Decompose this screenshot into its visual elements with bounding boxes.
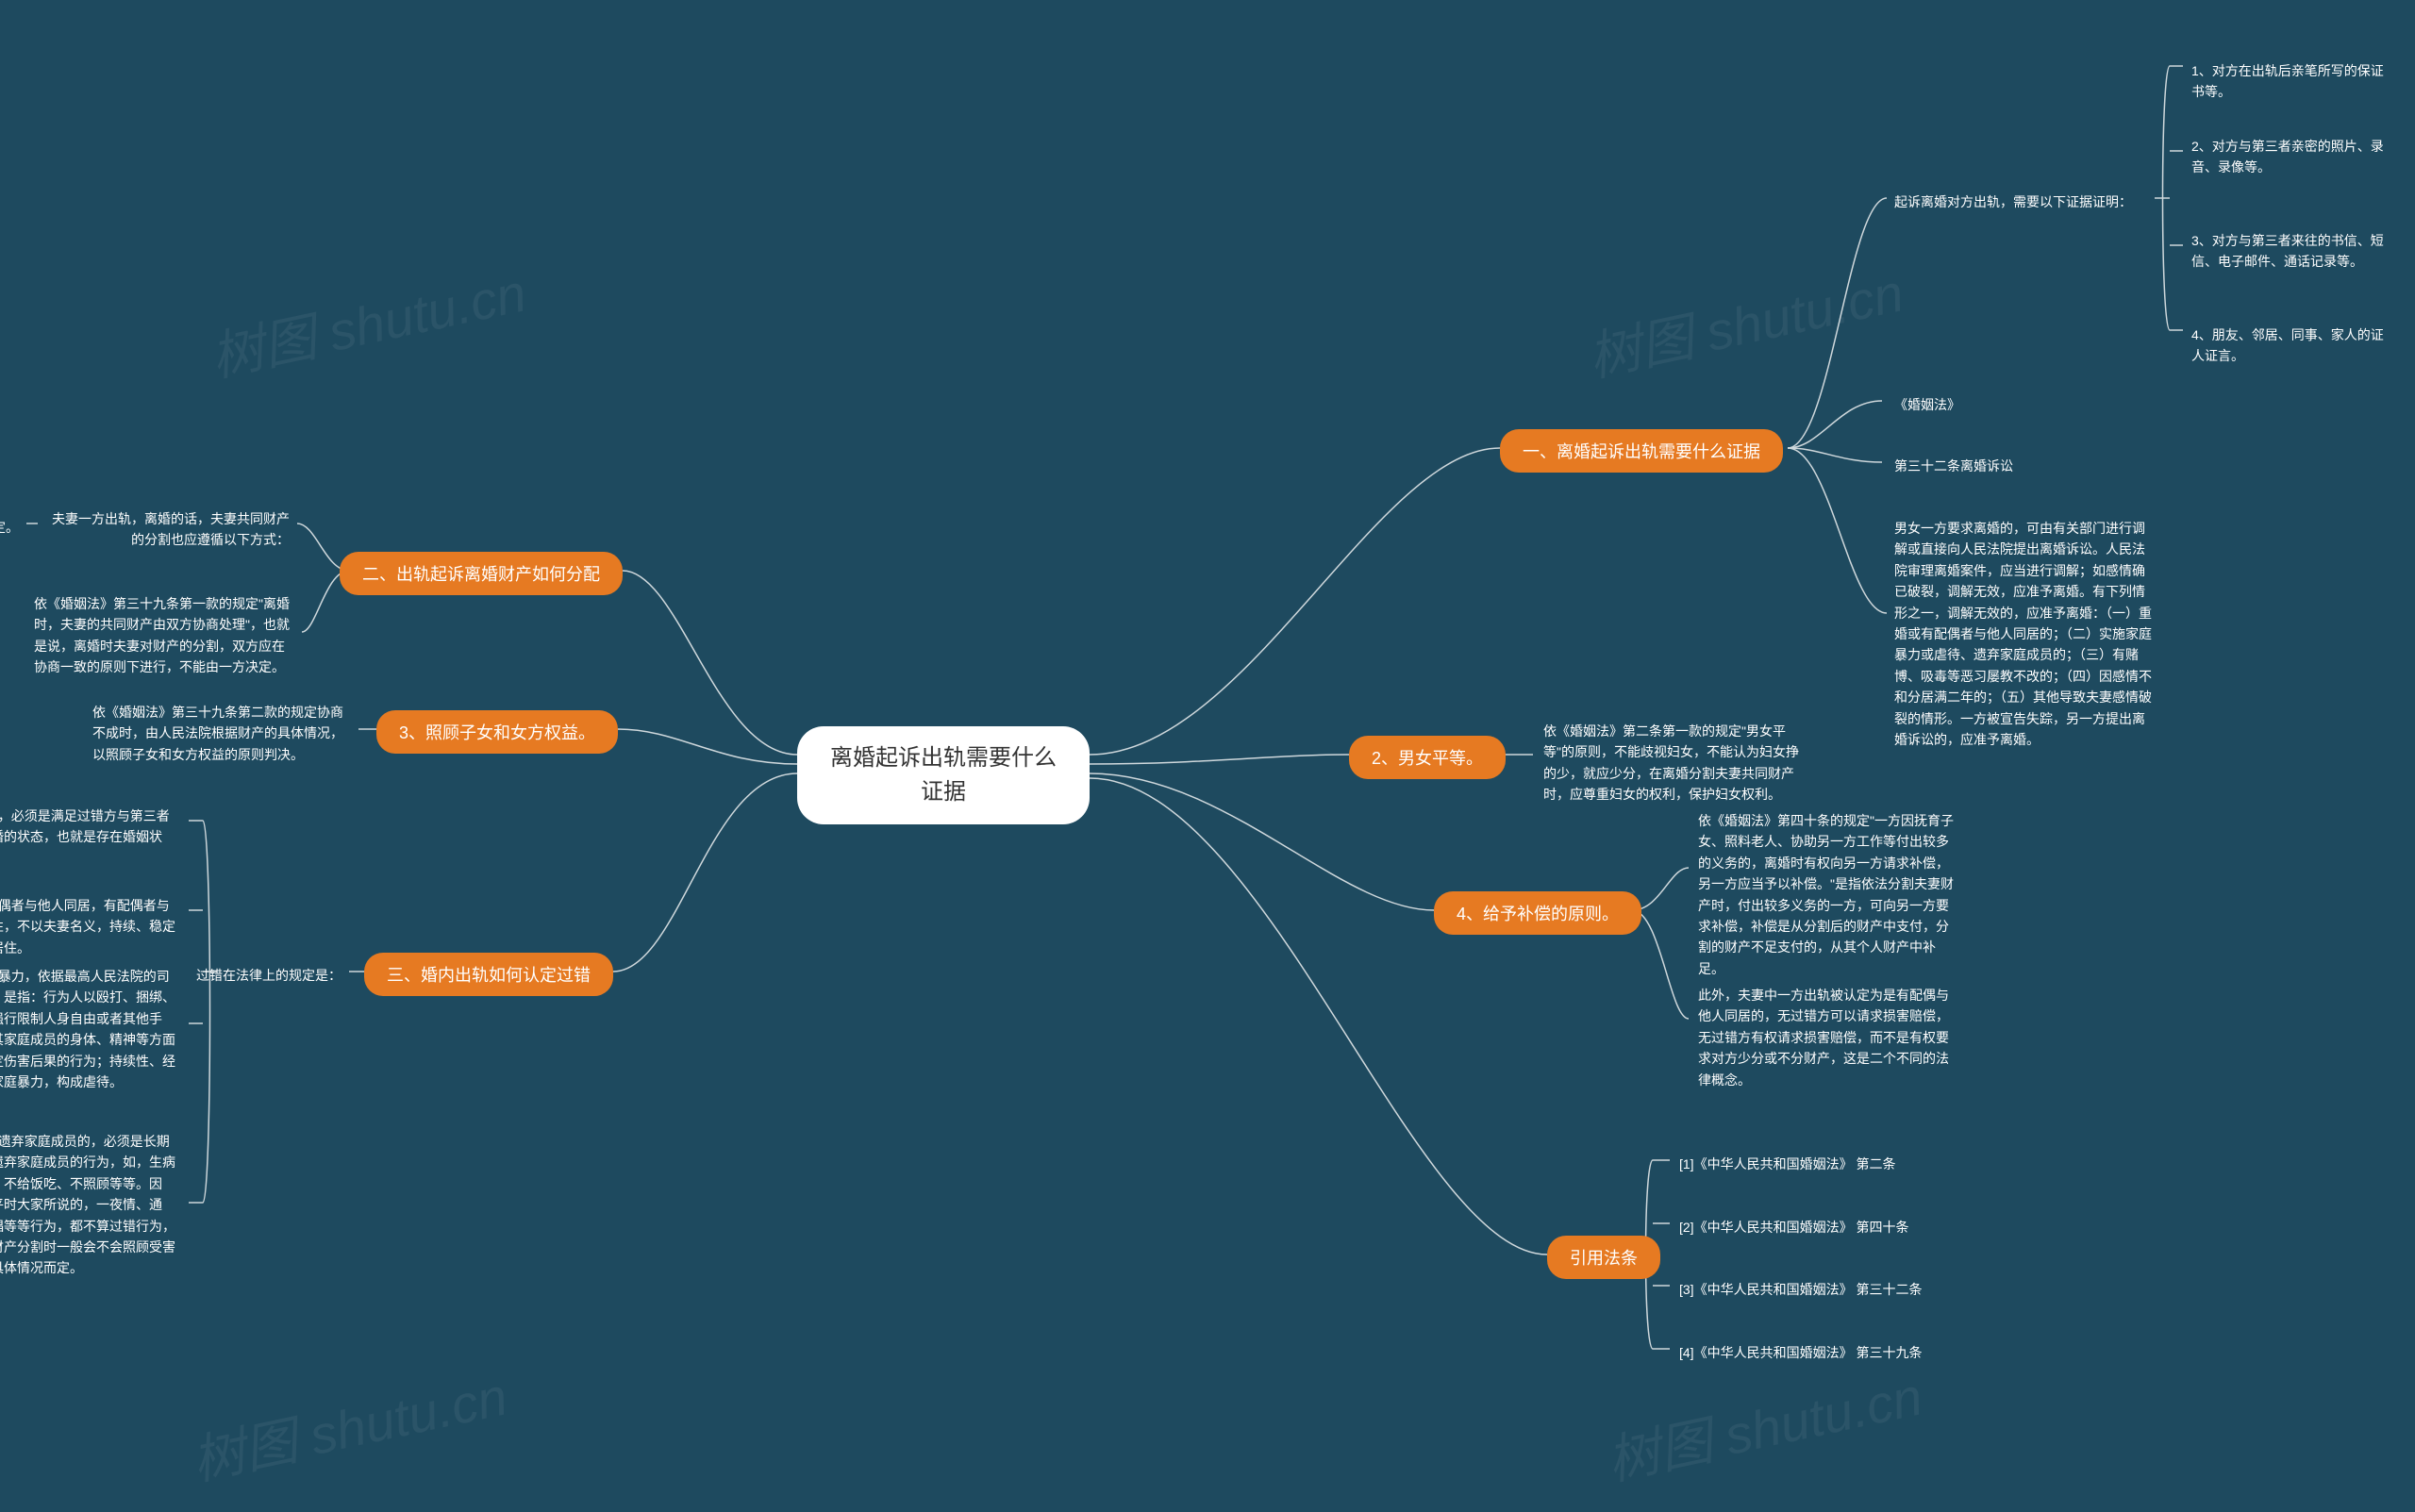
- l1-leaf2: 依《婚姻法》第三十九条第一款的规定"离婚时，夫妻的共同财产由双方协商处理"，也就…: [26, 590, 300, 682]
- l3-leaf4: 4、虐待遗弃家庭成员的，必须是长期的虐待遗弃家庭成员的行为，如，生病不给治、不给…: [0, 1127, 189, 1283]
- branch-r3: 4、给予补偿的原则。: [1434, 891, 1641, 935]
- watermark: 树图 shutu.cn: [1580, 251, 1909, 392]
- r4-leaf2: [2]《中华人民共和国婚姻法》 第四十条: [1672, 1214, 1916, 1240]
- l2-leaf: 依《婚姻法》第三十九条第二款的规定协商不成时，由人民法院根据财产的具体情况，以照…: [85, 698, 358, 769]
- r4-leaf1: [1]《中华人民共和国婚姻法》 第二条: [1672, 1151, 1903, 1177]
- root-title: 离婚起诉出轨需要什么证据: [830, 745, 1057, 805]
- edge-layer: [0, 0, 2415, 1512]
- l3-leaf1: 1、重婚，必须是满足过错方与第三者达到结婚的状态，也就是存在婚姻状态。: [0, 802, 189, 872]
- r2-leaf: 依《婚姻法》第二条第一款的规定"男女平等"的原则，不能歧视妇女，不能认为妇女挣的…: [1536, 717, 1809, 809]
- r1-long: 男女一方要求离婚的，可由有关部门进行调解或直接向人民法院提出离婚诉讼。人民法院审…: [1887, 514, 2162, 754]
- r1-law: 《婚姻法》: [1887, 391, 1968, 418]
- root-node: 离婚起诉出轨需要什么证据: [797, 726, 1090, 824]
- r3-leaf2: 此外，夫妻中一方出轨被认定为是有配偶与他人同居的，无过错方可以请求损害赔偿，无过…: [1690, 981, 1964, 1094]
- r1-leaf-4: 4、朋友、邻居、同事、家人的证人证言。: [2184, 321, 2401, 371]
- r3-leaf1: 依《婚姻法》第四十条的规定"一方因抚育子女、照料老人、协助另一方工作等付出较多的…: [1690, 806, 1964, 983]
- r1-leaf-2: 2、对方与第三者亲密的照片、录音、录像等。: [2184, 132, 2401, 182]
- branch-l2: 3、照顾子女和女方权益。: [376, 710, 618, 754]
- watermark: 树图 shutu.cn: [203, 251, 532, 392]
- mindmap-canvas: 树图 shutu.cn 树图 shutu.cn 树图 shutu.cn 树图 s…: [0, 0, 2415, 1512]
- branch-r4: 引用法条: [1547, 1236, 1660, 1279]
- r4-leaf3: [3]《中华人民共和国婚姻法》 第三十二条: [1672, 1276, 1929, 1303]
- l3-sub: 过错在法律上的规定是：: [189, 962, 349, 989]
- l1-sub1: 夫妻一方出轨，离婚的话，夫妻共同财产的分割也应遵循以下方式：: [42, 505, 297, 555]
- watermark: 树图 shutu.cn: [1599, 1354, 1928, 1496]
- r1-art32: 第三十二条离婚诉讼: [1887, 453, 2021, 479]
- l1-sub1-leaf: 1、双方协商决定。: [0, 514, 26, 540]
- l3-leaf2: 2、有配偶者与他人同居，有配偶者与婚外异性，不以夫妻名义，持续、稳定地共同居住。: [0, 891, 189, 962]
- branch-r2: 2、男女平等。: [1349, 736, 1506, 779]
- r1-sub1: 起诉离婚对方出轨，需要以下证据证明：: [1887, 189, 2140, 215]
- r1-leaf-3: 3、对方与第三者来往的书信、短信、电子邮件、通话记录等。: [2184, 226, 2401, 276]
- r4-leaf4: [4]《中华人民共和国婚姻法》 第三十九条: [1672, 1339, 1929, 1366]
- watermark: 树图 shutu.cn: [184, 1354, 513, 1496]
- branch-l3: 三、婚内出轨如何认定过错: [364, 953, 613, 996]
- branch-r1: 一、离婚起诉出轨需要什么证据: [1500, 429, 1783, 473]
- l3-leaf3: 3、家庭暴力，依据最高人民法院的司法解释，是指：行为人以殴打、捆绑、残害、强行限…: [0, 962, 189, 1096]
- branch-l1: 二、出轨起诉离婚财产如何分配: [340, 552, 623, 595]
- r1-leaf-1: 1、对方在出轨后亲笔所写的保证书等。: [2184, 57, 2391, 107]
